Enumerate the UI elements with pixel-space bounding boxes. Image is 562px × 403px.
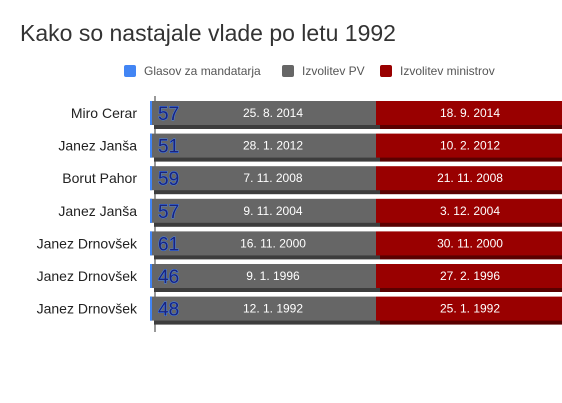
bar-glasov-za-mandatarja: [150, 296, 152, 321]
legend-swatch-pv: [282, 65, 294, 77]
chart-title: Kako so nastajale vlade po letu 1992: [20, 20, 396, 46]
data-label-izvolitev-ministrov: 3. 12. 2004: [440, 204, 500, 218]
bar-izvolitev-ministrov: [376, 264, 562, 288]
data-label-izvolitev-ministrov: 18. 9. 2014: [440, 106, 500, 120]
category-label: Janez Janša: [58, 203, 137, 219]
data-label-glasov: 57: [158, 104, 179, 125]
data-label-izvolitev-pv: 9. 1. 1996: [246, 269, 300, 283]
category-label: Janez Drnovšek: [37, 268, 138, 284]
data-label-izvolitev-pv: 12. 1. 1992: [243, 302, 303, 316]
bar-glasov-za-mandatarja: [150, 133, 152, 158]
bar-glasov-za-mandatarja: [150, 166, 152, 191]
bar-izvolitev-pv: [150, 296, 376, 321]
bar-izvolitev-ministrov: [376, 166, 562, 191]
data-label-izvolitev-ministrov: 10. 2. 2012: [440, 139, 500, 153]
data-label-izvolitev-ministrov: 27. 2. 1996: [440, 269, 500, 283]
category-label: Janez Drnovšek: [37, 301, 138, 317]
bar-izvolitev-ministrov: [376, 133, 562, 158]
category-label: Miro Cerar: [71, 105, 137, 121]
category-label: Janez Janša: [58, 138, 137, 154]
data-label-glasov: 46: [158, 267, 179, 288]
data-label-izvolitev-ministrov: 25. 1. 1992: [440, 302, 500, 316]
data-label-glasov: 59: [158, 169, 179, 190]
data-label-izvolitev-pv: 16. 11. 2000: [240, 236, 306, 250]
bar-izvolitev-pv: [150, 231, 376, 256]
bar-izvolitev-ministrov: [376, 231, 562, 256]
data-label-izvolitev-pv: 25. 8. 2014: [243, 106, 303, 120]
category-label: Janez Drnovšek: [37, 235, 138, 251]
data-label-izvolitev-ministrov: 21. 11. 2008: [437, 171, 503, 185]
data-label-izvolitev-pv: 28. 1. 2012: [243, 139, 303, 153]
data-label-glasov: 57: [158, 202, 179, 223]
data-label-izvolitev-ministrov: 30. 11. 2000: [437, 236, 503, 250]
bar-izvolitev-pv: [150, 198, 376, 223]
legend-item-ministri: Izvolitev ministrov: [380, 62, 495, 80]
data-label-glasov: 51: [158, 137, 179, 158]
bar-glasov-za-mandatarja: [150, 198, 152, 223]
bar-izvolitev-ministrov: [376, 296, 562, 321]
category-label: Borut Pahor: [62, 170, 137, 186]
data-label-izvolitev-pv: 7. 11. 2008: [243, 171, 302, 185]
bar-izvolitev-ministrov: [376, 198, 562, 223]
legend: Glasov za mandatarja Izvolitev PV Izvoli…: [0, 62, 562, 80]
legend-label-pv: Izvolitev PV: [302, 64, 365, 78]
legend-item-mandatar: Glasov za mandatarja: [124, 62, 261, 80]
legend-label-ministri: Izvolitev ministrov: [400, 64, 495, 78]
legend-swatch-ministri: [380, 65, 392, 77]
legend-swatch-mandatar: [124, 65, 136, 77]
legend-label-mandatar: Glasov za mandatarja: [144, 64, 261, 78]
bar-izvolitev-pv: [150, 101, 376, 125]
data-label-glasov: 48: [158, 300, 179, 321]
bar-glasov-za-mandatarja: [150, 231, 152, 256]
bar-glasov-za-mandatarja: [150, 264, 152, 288]
data-label-glasov: 61: [158, 234, 179, 255]
bar-izvolitev-pv: [150, 264, 376, 288]
bar-glasov-za-mandatarja: [150, 101, 152, 125]
data-label-izvolitev-pv: 9. 11. 2004: [243, 204, 302, 218]
bar-izvolitev-ministrov: [376, 101, 562, 125]
legend-item-pv: Izvolitev PV: [282, 62, 365, 80]
bar-izvolitev-pv: [150, 133, 376, 158]
bar-izvolitev-pv: [150, 166, 376, 191]
